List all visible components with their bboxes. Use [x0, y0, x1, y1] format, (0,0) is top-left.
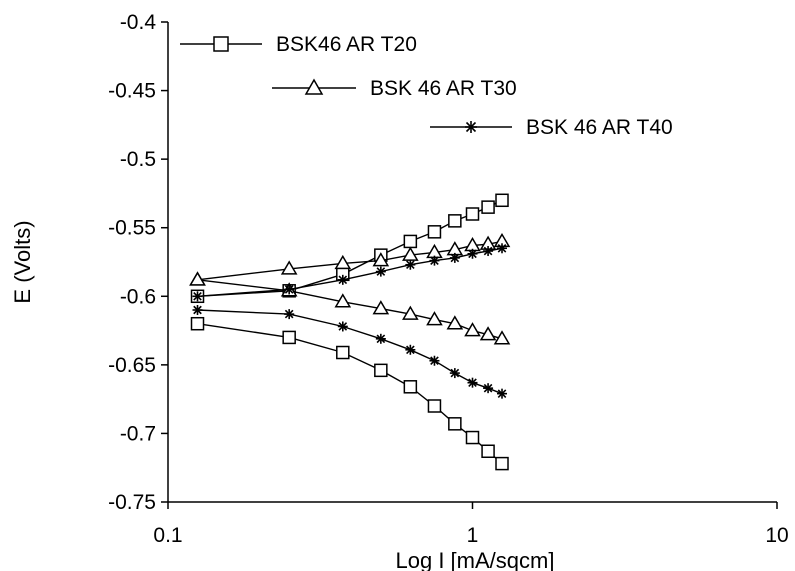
x-tick-label: 1	[467, 524, 479, 547]
square-marker	[427, 225, 442, 239]
triangle-marker	[446, 315, 464, 330]
star-marker	[429, 355, 440, 366]
series-line-anodic	[197, 240, 503, 281]
square-marker	[495, 193, 509, 208]
star-marker	[497, 388, 508, 399]
square-marker	[374, 363, 388, 378]
star-marker	[284, 284, 295, 295]
triangle-marker	[334, 254, 352, 270]
legend-label: BSK 46 AR T40	[526, 116, 673, 139]
triangle-marker	[280, 260, 298, 275]
star-marker	[284, 309, 295, 320]
series-line-anodic	[197, 199, 503, 297]
triangle-marker	[402, 305, 419, 320]
star-marker	[467, 248, 478, 259]
series-triangle	[189, 232, 511, 345]
square-marker	[336, 345, 350, 360]
square-marker	[427, 399, 442, 413]
triangle-marker	[334, 293, 352, 308]
star-marker	[449, 368, 460, 379]
star-marker	[337, 321, 348, 332]
star-marker	[375, 266, 386, 277]
star-marker	[483, 246, 494, 257]
y-tick-label: -0.45	[108, 80, 156, 103]
series-line-cathodic	[197, 323, 503, 465]
series-line-cathodic	[197, 309, 503, 395]
square-marker	[481, 200, 495, 214]
square-marker	[403, 234, 418, 249]
series-line-anodic	[197, 247, 503, 297]
y-tick-label: -0.75	[108, 491, 156, 514]
series-square	[190, 193, 509, 471]
triangle-marker	[464, 322, 481, 337]
y-tick-label: -0.4	[120, 11, 157, 34]
star-marker	[497, 243, 508, 254]
series-line-cathodic	[197, 279, 503, 340]
star-marker	[465, 121, 477, 133]
y-tick-label: -0.65	[108, 354, 156, 377]
legend-label: BSK46 AR T20	[276, 33, 417, 56]
data-series	[189, 193, 511, 471]
x-tick-label: 0.1	[153, 524, 182, 547]
legend-entry: BSK 46 AR T30	[272, 77, 517, 100]
square-marker	[448, 214, 462, 228]
star-marker	[483, 383, 494, 394]
series-star	[192, 243, 508, 399]
star-marker	[405, 344, 416, 355]
y-tick-label: -0.5	[120, 148, 156, 171]
legend-entry: BSK 46 AR T40	[430, 116, 673, 139]
square-marker	[190, 316, 205, 331]
square-marker	[213, 36, 229, 52]
triangle-marker	[372, 300, 390, 315]
y-tick-label: -0.6	[120, 285, 156, 308]
star-marker	[192, 305, 203, 315]
triangle-marker	[493, 330, 511, 345]
triangle-marker	[304, 78, 324, 95]
star-marker	[337, 274, 348, 285]
x-tick-label: 10	[765, 524, 788, 547]
square-marker	[448, 417, 462, 431]
triangle-marker	[479, 326, 497, 341]
square-marker	[465, 430, 480, 445]
square-marker	[465, 207, 480, 221]
star-marker	[375, 333, 386, 344]
tick-labels: -0.4 -0.45 -0.5 -0.55 -0.6 -0.65 -0.7 -0.75 0.1 1…	[108, 11, 789, 547]
y-tick-label: -0.55	[108, 217, 156, 240]
x-axis-title: Log I [mA/sqcm]	[396, 548, 555, 571]
legend-label: BSK 46 AR T30	[370, 77, 517, 100]
square-marker	[481, 444, 495, 459]
star-marker	[467, 377, 478, 388]
square-marker	[282, 330, 296, 345]
star-marker	[405, 259, 416, 270]
star-marker	[449, 252, 460, 263]
star-marker	[429, 255, 440, 266]
legend: BSK46 AR T20 BSK 46 AR T30 BSK 46 AR T40	[180, 33, 673, 139]
triangle-marker	[426, 311, 443, 326]
legend-entry: BSK46 AR T20	[180, 33, 417, 56]
triangle-marker	[372, 252, 390, 267]
y-axis-title: E (Volts)	[10, 220, 35, 303]
y-tick-label: -0.7	[120, 422, 156, 445]
square-marker	[403, 380, 418, 394]
star-marker	[192, 291, 203, 302]
square-marker	[495, 456, 509, 471]
triangle-marker	[189, 271, 206, 286]
